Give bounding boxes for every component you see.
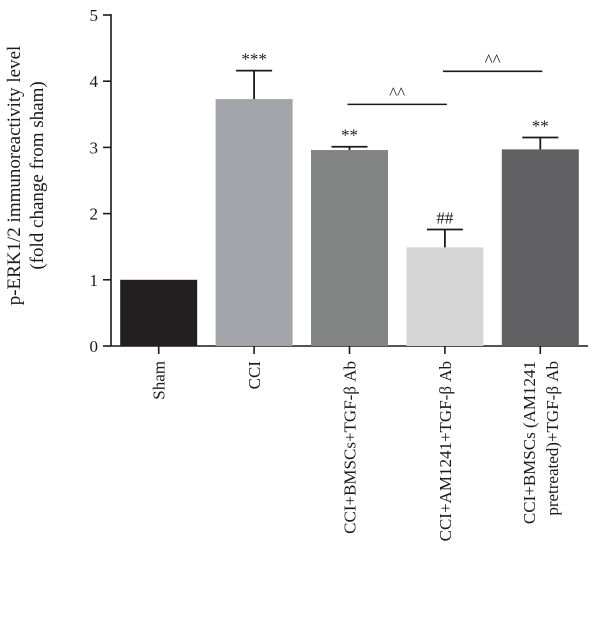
y-axis-label: p-ERK1/2 immunoreactivity level (fold cha…: [4, 46, 48, 306]
y-tick-label: 4: [90, 72, 99, 91]
category-labels: Sham CCI CCI+BMSCs+TGF-β Ab CCI+AM1241+TGF-…: [150, 361, 562, 542]
annotations: *****##**^^^^: [241, 50, 548, 228]
comparison-label: ^^: [485, 50, 501, 69]
y-tick-label: 1: [90, 271, 99, 290]
y-tick-label: 2: [90, 205, 99, 224]
category-label: CCI+BMSCs (AM1241: [520, 361, 539, 524]
y-tick-label: 5: [90, 6, 99, 25]
y-axis-title-line: (fold change from sham): [27, 81, 48, 269]
category-label: pretreated)+TGF-β Ab: [543, 361, 562, 516]
significance-label: **: [532, 116, 549, 135]
category-label: CCI+AM1241+TGF-β Ab: [436, 361, 455, 541]
significance-label: ##: [436, 208, 454, 227]
bars: [120, 69, 579, 346]
category-label: CCI: [245, 361, 264, 390]
y-tick-label: 3: [90, 138, 99, 157]
bar: [311, 150, 388, 346]
significance-label: **: [341, 126, 358, 145]
bar: [120, 279, 198, 346]
bar: [406, 247, 484, 346]
bar: [501, 149, 579, 346]
y-axis-title-line: p-ERK1/2 immunoreactivity level: [4, 46, 25, 306]
y-tick-label: 0: [90, 337, 99, 356]
bar: [215, 99, 293, 346]
category-label: Sham: [150, 361, 169, 400]
significance-label: ***: [241, 50, 267, 69]
comparison-label: ^^: [389, 83, 405, 102]
category-label: CCI+BMSCs+TGF-β Ab: [341, 361, 360, 534]
